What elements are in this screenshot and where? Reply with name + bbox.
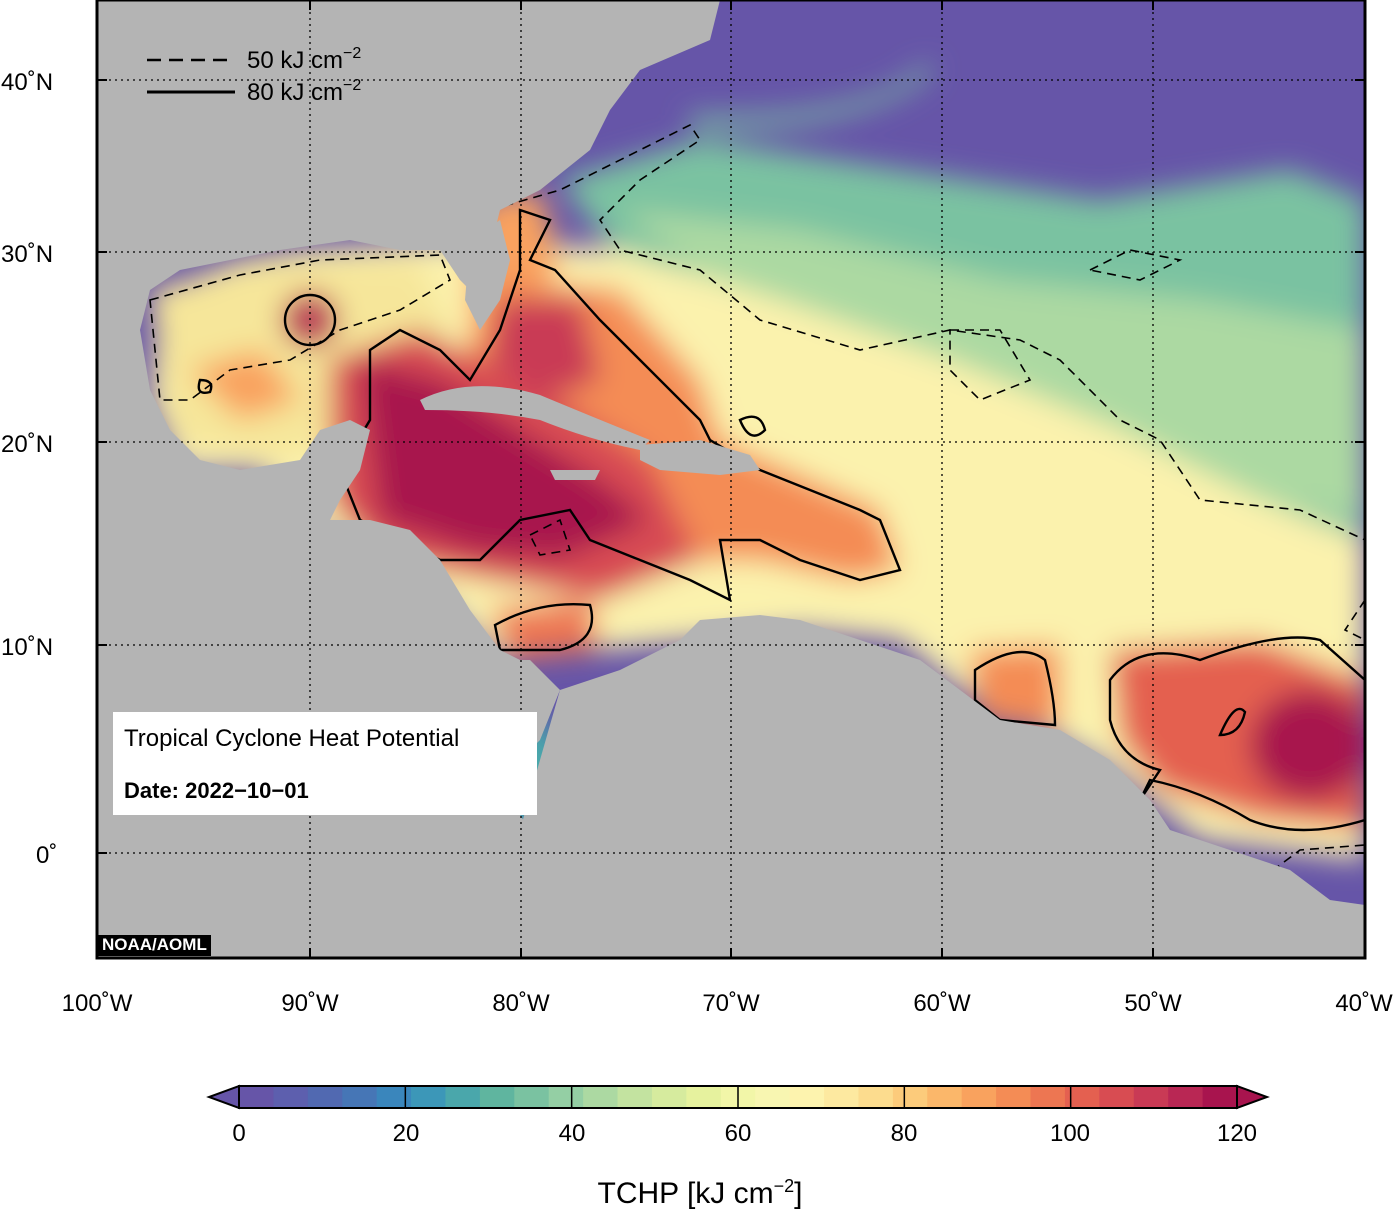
colorbar-segment <box>307 1086 343 1108</box>
colorbar-segment <box>479 1086 515 1108</box>
cb-tick-80: 80 <box>891 1120 918 1147</box>
colorbar-segment <box>583 1086 619 1108</box>
contour-legend: 50 kJ cm−2 80 kJ cm−2 <box>147 45 361 106</box>
colorbar-segment <box>1133 1086 1169 1108</box>
colorbar-segment <box>892 1086 928 1108</box>
info-title: Tropical Cyclone Heat Potential <box>124 725 460 752</box>
lon-label-60w: 60˚W <box>913 990 971 1017</box>
colorbar-segment <box>858 1086 894 1108</box>
lat-label-30n: 30˚N <box>1 241 53 268</box>
colorbar-segment <box>342 1086 378 1108</box>
info-date: Date: 2022−10−01 <box>124 778 309 803</box>
colorbar-title: TCHP [kJ cm−2] <box>0 1176 1400 1211</box>
credit-label: NOAA/AOML <box>98 935 211 956</box>
colorbar-segment <box>273 1086 309 1108</box>
cb-tick-20: 20 <box>393 1120 420 1147</box>
lon-label-70w: 70˚W <box>702 990 760 1017</box>
colorbar-segment <box>239 1086 275 1108</box>
colorbar-segment <box>824 1086 860 1108</box>
colorbar-segment <box>1168 1086 1204 1108</box>
lat-label-10n: 10˚N <box>1 634 53 661</box>
colorbar-max-arrow <box>1236 1084 1270 1110</box>
colorbar-segment <box>686 1086 722 1108</box>
colorbar-segment <box>1202 1086 1238 1108</box>
lat-label-0: 0˚ <box>36 842 57 869</box>
lon-label-100w: 100˚W <box>62 990 133 1017</box>
colorbar-segment <box>755 1086 791 1108</box>
colorbar-segment <box>411 1086 447 1108</box>
lon-label-80w: 80˚W <box>492 990 550 1017</box>
colorbar-segment <box>1064 1086 1100 1108</box>
lon-label-40w: 40˚W <box>1335 990 1393 1017</box>
map-area <box>97 0 1365 958</box>
colorbar-segment <box>1030 1086 1066 1108</box>
legend-solid-label: 80 kJ cm−2 <box>247 77 361 106</box>
cb-tick-120: 120 <box>1217 1120 1257 1147</box>
colorbar-segment <box>617 1086 653 1108</box>
lat-label-40n: 40˚N <box>1 69 53 96</box>
colorbar-title-exp: −2 <box>773 1176 795 1196</box>
colorbar-title-end: ] <box>794 1177 803 1210</box>
colorbar-segment <box>548 1086 584 1108</box>
lon-label-90w: 90˚W <box>281 990 339 1017</box>
cb-tick-100: 100 <box>1050 1120 1090 1147</box>
colorbar-segment <box>1099 1086 1135 1108</box>
axis-ticks <box>97 0 1365 958</box>
colorbar <box>206 1084 1270 1110</box>
colorbar-title-main: TCHP [kJ cm <box>597 1177 774 1210</box>
contour-80 <box>197 208 1365 832</box>
colorbar-segment <box>651 1086 687 1108</box>
colorbar-min-arrow <box>206 1084 240 1110</box>
colorbar-segment <box>789 1086 825 1108</box>
info-box: Tropical Cyclone Heat Potential Date: 20… <box>113 712 537 815</box>
lon-label-50w: 50˚W <box>1124 990 1182 1017</box>
colorbar-segment <box>445 1086 481 1108</box>
colorbar-segment <box>996 1086 1032 1108</box>
colorbar-segment <box>376 1086 412 1108</box>
cb-tick-0: 0 <box>232 1120 245 1147</box>
cb-tick-60: 60 <box>725 1120 752 1147</box>
colorbar-segment <box>927 1086 963 1108</box>
colorbar-segment <box>514 1086 550 1108</box>
lat-label-20n: 20˚N <box>1 431 53 458</box>
legend-dashed-label: 50 kJ cm−2 <box>247 45 361 74</box>
cb-tick-40: 40 <box>559 1120 586 1147</box>
colorbar-segment <box>961 1086 997 1108</box>
